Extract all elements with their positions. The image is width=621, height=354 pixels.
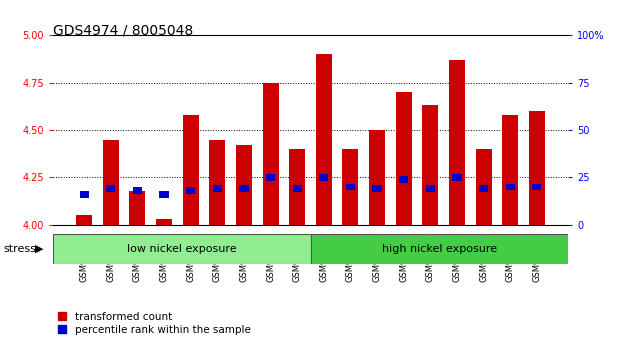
Bar — [239, 185, 248, 192]
Bar — [452, 174, 461, 181]
Bar — [399, 176, 409, 183]
Bar — [209, 139, 225, 225]
Bar — [476, 149, 492, 225]
Bar — [186, 187, 196, 194]
Bar — [289, 149, 305, 225]
Text: GDS4974 / 8005048: GDS4974 / 8005048 — [53, 23, 193, 37]
Bar — [449, 60, 465, 225]
Bar — [342, 149, 358, 225]
Bar — [156, 219, 172, 225]
Bar — [529, 111, 545, 225]
Bar — [53, 234, 310, 264]
Bar — [79, 191, 89, 198]
Bar — [425, 185, 435, 192]
Bar — [479, 185, 488, 192]
Bar — [212, 185, 222, 192]
Bar — [422, 105, 438, 225]
Legend: transformed count, percentile rank within the sample: transformed count, percentile rank withi… — [58, 312, 250, 335]
Bar — [266, 174, 275, 181]
Bar — [396, 92, 412, 225]
Bar — [310, 234, 568, 264]
Bar — [369, 130, 385, 225]
Text: low nickel exposure: low nickel exposure — [127, 244, 237, 254]
Bar — [103, 139, 119, 225]
Bar — [319, 174, 329, 181]
Bar — [160, 191, 169, 198]
Text: ▶: ▶ — [35, 244, 44, 254]
Bar — [76, 215, 92, 225]
Bar — [236, 145, 252, 225]
Bar — [316, 54, 332, 225]
Bar — [129, 191, 145, 225]
Bar — [106, 185, 116, 192]
Bar — [183, 115, 199, 225]
Bar — [502, 115, 518, 225]
Bar — [263, 83, 279, 225]
Bar — [346, 184, 355, 190]
Text: high nickel exposure: high nickel exposure — [382, 244, 497, 254]
Bar — [532, 184, 542, 190]
Bar — [292, 185, 302, 192]
Bar — [373, 185, 382, 192]
Bar — [133, 187, 142, 194]
Bar — [505, 184, 515, 190]
Text: stress: stress — [3, 244, 36, 254]
